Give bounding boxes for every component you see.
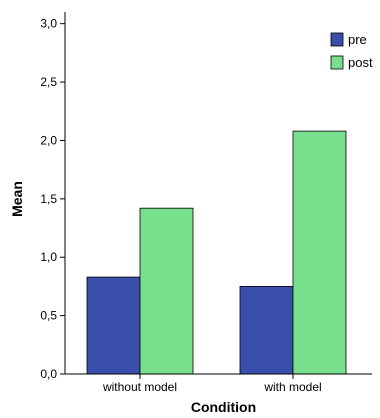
y-tick-label: 2,0 [40, 133, 57, 147]
bar-post-0 [139, 207, 194, 375]
y-axis-title: Mean [9, 181, 25, 217]
y-tick-label: 1,0 [40, 250, 57, 264]
bars [86, 130, 347, 375]
y-axis: 0,0 0,5 1,0 1,5 2,0 2,5 3,0 [40, 12, 66, 381]
legend: pre post [330, 32, 373, 70]
bar-pre-1 [239, 286, 294, 375]
y-tick-label: 0,5 [40, 309, 57, 323]
y-tick-label: 2,5 [40, 75, 57, 89]
x-tick-label: with model [263, 380, 321, 394]
bar-post-1 [292, 130, 347, 375]
y-tick-label: 3,0 [40, 17, 57, 31]
legend-label-pre: pre [348, 32, 367, 47]
legend-swatch-pre [330, 32, 344, 47]
y-tick-label: 1,5 [40, 192, 57, 206]
bar-pre-0 [86, 276, 141, 375]
legend-swatch-post [330, 55, 344, 70]
x-axis-title: Condition [191, 399, 256, 415]
legend-label-post: post [348, 55, 373, 70]
x-axis: without model with model [65, 373, 372, 394]
y-tick-label: 0,0 [40, 367, 57, 381]
x-tick-label: without model [102, 380, 177, 394]
